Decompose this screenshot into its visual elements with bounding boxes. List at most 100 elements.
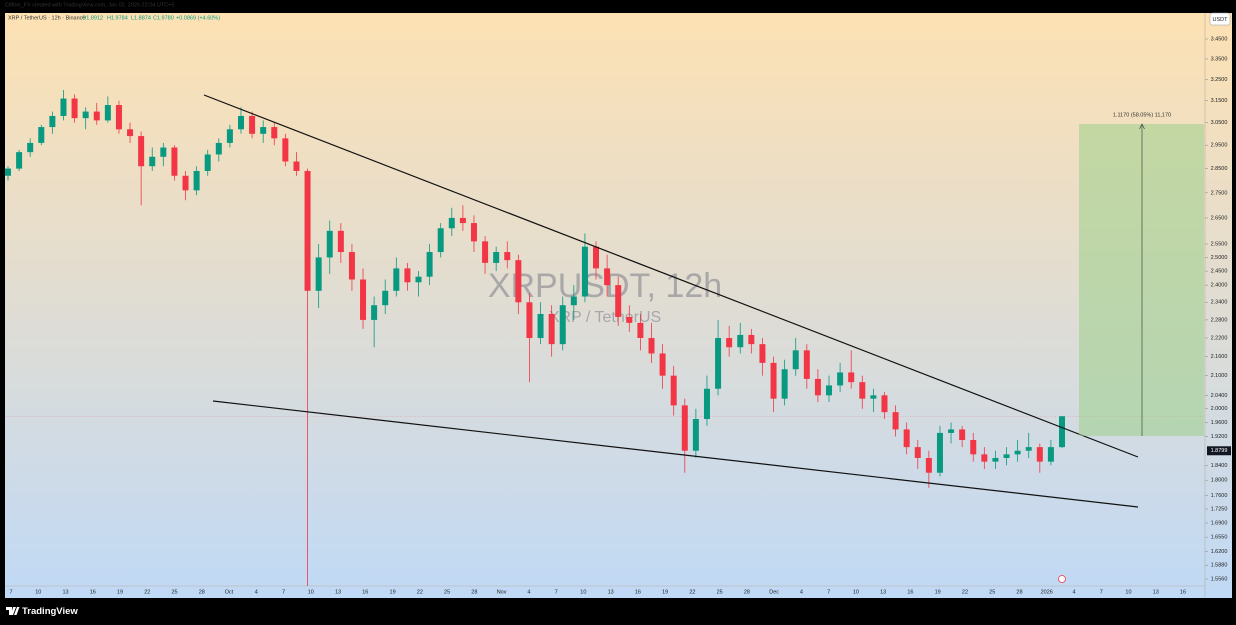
- candle-body: [692, 419, 699, 451]
- candle-body: [27, 142, 34, 153]
- candle-body: [892, 412, 899, 430]
- candle-body: [670, 375, 677, 406]
- candle-body: [737, 334, 744, 348]
- y-tick-label: 2.9500: [1211, 143, 1228, 149]
- x-tick-label: 7: [827, 589, 830, 595]
- y-tick-label: 2.0400: [1211, 393, 1228, 399]
- candle-body: [570, 296, 577, 306]
- x-tick-label: 16: [635, 589, 641, 595]
- candle-body: [637, 322, 644, 338]
- candle-body: [437, 228, 444, 253]
- candle-body: [393, 268, 400, 291]
- y-tick-label: 2.4000: [1211, 283, 1228, 289]
- x-tick-label: 7: [282, 589, 285, 595]
- y-tick-label: 3.0500: [1211, 120, 1228, 126]
- candle-body: [515, 260, 522, 303]
- x-tick-label: 25: [444, 589, 450, 595]
- candle-body: [315, 257, 322, 291]
- candle-body: [304, 170, 311, 291]
- candle-body: [60, 98, 67, 116]
- candle-body: [237, 115, 244, 130]
- candle-body: [903, 429, 910, 448]
- ohlc-high: H1.9784: [107, 15, 128, 21]
- y-tick-label: 2.2200: [1211, 335, 1228, 341]
- candle-body: [71, 98, 78, 119]
- y-tick-label: 2.8500: [1211, 166, 1228, 172]
- y-tick-label: 1.9200: [1211, 434, 1228, 440]
- candle-body: [348, 252, 355, 280]
- candle-body: [115, 105, 122, 130]
- y-tick-label: 2.0000: [1211, 406, 1228, 412]
- candle-body: [360, 279, 367, 320]
- unit-box[interactable]: [1209, 12, 1231, 26]
- lower-trendline[interactable]: [212, 400, 1139, 508]
- candle-body: [648, 337, 655, 354]
- candle-body: [193, 170, 200, 191]
- candle-body: [992, 457, 999, 462]
- candle-body: [925, 457, 932, 473]
- y-tick-label: 2.1600: [1211, 354, 1228, 360]
- y-tick-label: 3.2500: [1211, 77, 1228, 83]
- price-marker-box: [1207, 446, 1231, 456]
- y-tick-label: 1.6900: [1211, 520, 1228, 526]
- candle-body: [171, 147, 178, 176]
- x-tick-label: 16: [907, 589, 913, 595]
- candle-body: [493, 252, 500, 263]
- candle-body: [881, 395, 888, 413]
- x-tick-label: 10: [853, 589, 859, 595]
- candle-body: [792, 350, 799, 370]
- x-tick-label: Oct: [225, 589, 234, 595]
- event-icon[interactable]: [1058, 575, 1066, 583]
- candle-body: [1036, 447, 1043, 462]
- symbol-line: XRP / TetherUS · 12h · Binance O1.8912 H…: [8, 15, 220, 21]
- candle-body: [404, 268, 411, 283]
- candle-body: [936, 432, 943, 473]
- candle-body: [759, 344, 766, 363]
- candle-body: [93, 111, 100, 121]
- brand: TradingView: [6, 606, 78, 617]
- candle-body: [626, 316, 633, 323]
- y-tick-label: 2.6500: [1211, 215, 1228, 221]
- y-tick-label: 1.6200: [1211, 549, 1228, 555]
- candle-body: [182, 175, 189, 191]
- x-tick-label: 22: [144, 589, 150, 595]
- x-tick-label: 25: [989, 589, 995, 595]
- y-tick-label: 2.7500: [1211, 190, 1228, 196]
- candle-body: [826, 385, 833, 396]
- x-tick-label: 13: [335, 589, 341, 595]
- candle-body: [726, 337, 733, 348]
- y-tick-label: 2.4500: [1211, 269, 1228, 275]
- y-tick-label: 2.5500: [1211, 241, 1228, 247]
- ohlc-open: O1.8912: [82, 15, 103, 21]
- candle-body: [526, 302, 533, 338]
- candle-body: [959, 429, 966, 440]
- measure-box[interactable]: [1079, 124, 1204, 436]
- y-tick-label: 1.8400: [1211, 463, 1228, 469]
- measure-label: 1.1170 (58.05%) 11,170: [1113, 112, 1171, 118]
- x-tick-label: 25: [717, 589, 723, 595]
- upper-trendline[interactable]: [203, 94, 1139, 458]
- x-tick-label: 13: [880, 589, 886, 595]
- x-tick-label: 10: [580, 589, 586, 595]
- candle-body: [38, 127, 45, 143]
- candle-body: [504, 252, 511, 261]
- x-tick-label: 19: [662, 589, 668, 595]
- x-tick-label: 4: [800, 589, 803, 595]
- candle-body: [260, 127, 267, 134]
- y-tick-label: 2.5000: [1211, 255, 1228, 261]
- x-tick-label: 22: [417, 589, 423, 595]
- x-tick-label: Nov: [497, 589, 507, 595]
- x-tick-label: 10: [35, 589, 41, 595]
- y-tick-label: 1.8000: [1211, 478, 1228, 484]
- candle-body: [415, 276, 422, 283]
- candle-body: [537, 313, 544, 338]
- candle-body: [271, 127, 278, 139]
- candle-body: [149, 156, 156, 167]
- candle-body: [249, 115, 256, 134]
- x-tick-label: 13: [62, 589, 68, 595]
- candle-body: [859, 382, 866, 399]
- y-tick-label: 1.9600: [1211, 420, 1228, 426]
- ohlc-low: L1.8874: [131, 15, 151, 21]
- candle-body: [482, 241, 489, 263]
- x-tick-label: 28: [1016, 589, 1022, 595]
